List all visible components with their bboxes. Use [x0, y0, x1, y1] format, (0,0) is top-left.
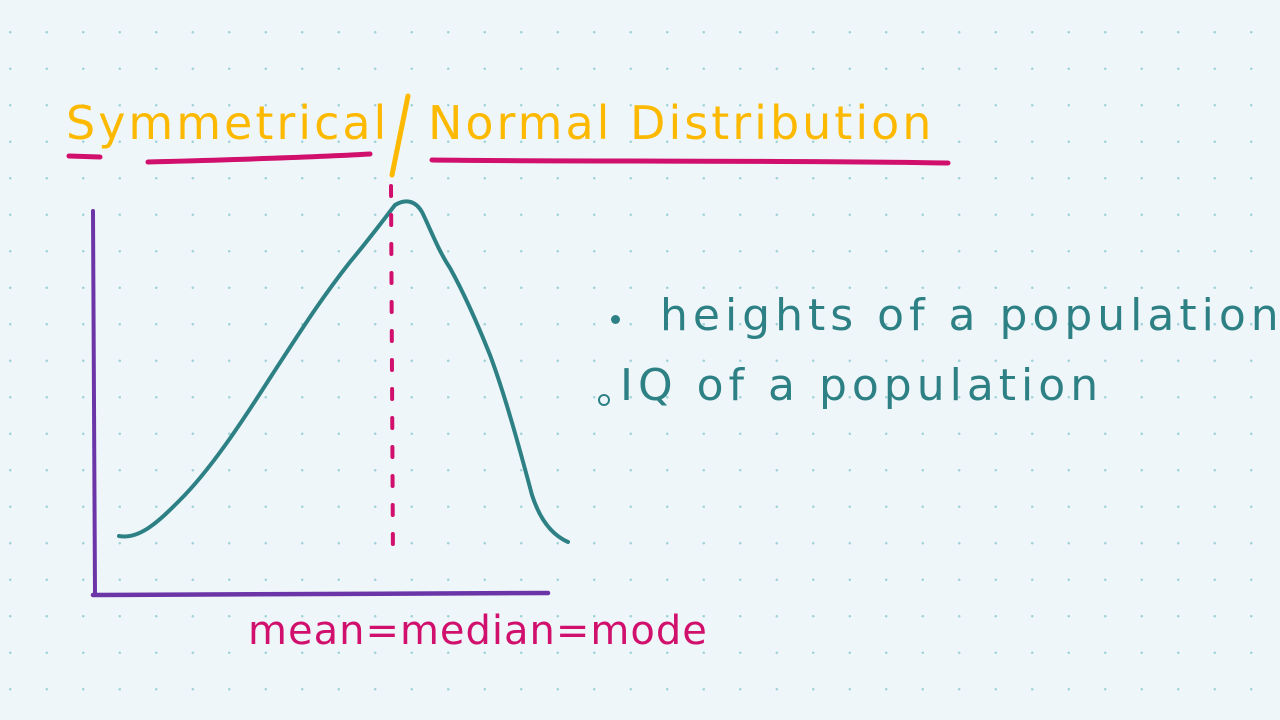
title-normal-distribution: Normal Distribution: [428, 96, 935, 150]
bullet-dot-filled: [611, 315, 620, 324]
title-underline-symmetrical: [145, 151, 373, 165]
title-slash: [389, 93, 411, 178]
title-underline-normal-distribution: [429, 157, 951, 166]
example-iq: IQ of a population: [620, 360, 1104, 411]
distribution-curve-path: [117, 199, 570, 544]
caption-mean-median-mode: mean=median=mode: [248, 608, 708, 654]
center-dashed-line: [389, 184, 395, 564]
bullet-dot-hollow: [598, 394, 610, 406]
example-heights: heights of a population: [660, 290, 1280, 341]
title-underline-short: [66, 153, 103, 160]
x-axis: [90, 590, 551, 598]
y-axis: [91, 209, 97, 597]
distribution-curve: [119, 201, 415, 537]
title-symmetrical: Symmetrical: [66, 96, 390, 150]
